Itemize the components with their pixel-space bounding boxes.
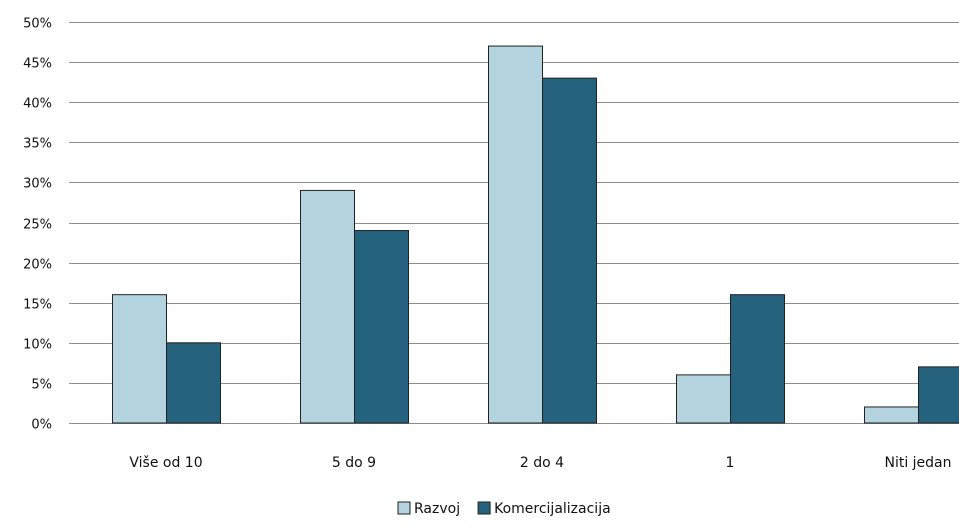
- bar-razvoj: [676, 374, 731, 424]
- x-category-label: Niti jedan: [884, 455, 951, 471]
- y-tick-label: 40%: [23, 97, 52, 112]
- legend: Razvoj Komercijalizacija: [397, 501, 611, 517]
- legend-label: Razvoj: [414, 501, 460, 517]
- bar-razvoj: [112, 294, 167, 424]
- bar-razvoj: [864, 406, 919, 424]
- y-tick-label: 15%: [23, 298, 52, 313]
- y-tick-label: 35%: [23, 137, 52, 152]
- bar-komercijalizacija: [542, 77, 597, 424]
- x-category-label: 1: [726, 455, 735, 471]
- bar-komercijalizacija: [166, 342, 221, 424]
- legend-swatch: [397, 501, 411, 515]
- y-tick-label: 45%: [23, 57, 52, 72]
- bar-komercijalizacija: [730, 294, 785, 424]
- bar-razvoj: [488, 45, 543, 424]
- bars: [112, 45, 959, 424]
- x-axis-category-labels: Više od 10 5 do 9 2 do 4 1 Niti jedan: [129, 455, 951, 471]
- bar-komercijalizacija: [354, 230, 409, 424]
- x-category-label: 5 do 9: [332, 455, 376, 471]
- y-tick-label: 50%: [23, 17, 52, 32]
- x-category-label: Više od 10: [129, 455, 202, 471]
- bar-komercijalizacija: [918, 366, 959, 424]
- y-tick-label: 25%: [23, 218, 52, 233]
- legend-swatch: [477, 501, 491, 515]
- y-tick-label: 0%: [31, 418, 52, 433]
- y-tick-label: 20%: [23, 258, 52, 273]
- y-tick-label: 30%: [23, 177, 52, 192]
- y-tick-label: 10%: [23, 338, 52, 353]
- y-axis-tick-labels: 0% 5% 10% 15% 20% 25% 30% 35% 40% 45% 50%: [23, 17, 52, 433]
- x-category-label: 2 do 4: [520, 455, 564, 471]
- bar-razvoj: [300, 189, 355, 424]
- y-tick-label: 5%: [31, 378, 52, 393]
- legend-label: Komercijalizacija: [494, 501, 611, 517]
